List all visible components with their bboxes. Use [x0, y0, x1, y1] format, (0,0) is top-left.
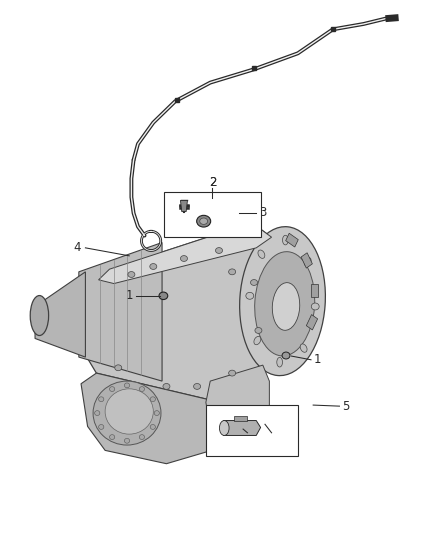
Text: 2: 2 [208, 176, 216, 189]
Ellipse shape [194, 384, 201, 389]
Ellipse shape [128, 271, 135, 277]
Ellipse shape [251, 279, 258, 286]
Ellipse shape [272, 282, 300, 330]
Ellipse shape [124, 383, 130, 388]
Text: 5: 5 [343, 400, 350, 413]
Ellipse shape [215, 247, 223, 254]
Ellipse shape [180, 255, 187, 262]
Ellipse shape [277, 358, 283, 367]
Ellipse shape [115, 365, 122, 371]
Polygon shape [35, 272, 85, 357]
Polygon shape [99, 223, 272, 284]
Ellipse shape [311, 303, 319, 310]
Ellipse shape [304, 257, 311, 266]
Ellipse shape [99, 424, 104, 430]
Ellipse shape [159, 292, 168, 300]
Polygon shape [79, 223, 272, 408]
Ellipse shape [200, 218, 208, 224]
Ellipse shape [229, 370, 236, 376]
Ellipse shape [105, 389, 153, 434]
Ellipse shape [154, 410, 159, 416]
Text: 1: 1 [314, 353, 321, 366]
Text: 2: 2 [208, 176, 216, 189]
Ellipse shape [300, 344, 307, 352]
Text: 1: 1 [125, 289, 133, 302]
Ellipse shape [139, 386, 145, 391]
Polygon shape [180, 200, 187, 212]
Bar [164, 192, 261, 237]
Ellipse shape [110, 435, 115, 440]
Bar [234, 416, 247, 421]
Ellipse shape [99, 397, 104, 402]
Bar [301, 253, 312, 268]
Text: 4: 4 [73, 241, 81, 254]
Text: 6: 6 [268, 432, 276, 445]
Ellipse shape [258, 250, 265, 259]
Bar [206, 405, 298, 456]
Ellipse shape [229, 269, 236, 274]
Ellipse shape [240, 227, 325, 376]
Ellipse shape [124, 438, 130, 443]
Ellipse shape [254, 336, 261, 345]
Ellipse shape [150, 263, 157, 270]
Ellipse shape [95, 410, 100, 416]
Polygon shape [81, 373, 247, 464]
Ellipse shape [255, 327, 262, 334]
Text: 6: 6 [268, 432, 276, 445]
Polygon shape [206, 365, 269, 429]
Polygon shape [79, 243, 162, 381]
Ellipse shape [163, 384, 170, 389]
Bar [306, 314, 318, 330]
Ellipse shape [93, 381, 161, 445]
Bar [311, 284, 318, 297]
Ellipse shape [110, 386, 115, 391]
Text: 3: 3 [259, 206, 266, 219]
Ellipse shape [150, 397, 155, 402]
Ellipse shape [30, 295, 49, 336]
Polygon shape [223, 421, 261, 435]
Bar [286, 233, 298, 247]
Ellipse shape [197, 215, 211, 227]
Ellipse shape [254, 252, 315, 356]
Ellipse shape [282, 352, 290, 359]
Ellipse shape [283, 235, 288, 245]
Ellipse shape [246, 292, 254, 299]
Ellipse shape [219, 421, 229, 435]
Ellipse shape [150, 424, 155, 430]
Ellipse shape [139, 435, 145, 440]
